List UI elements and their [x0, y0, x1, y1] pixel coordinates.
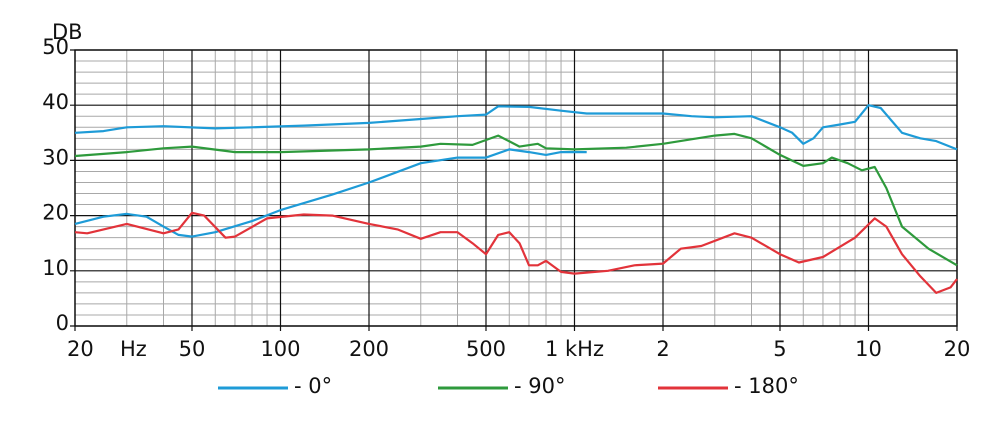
y-tick-label: 20 — [42, 201, 69, 225]
series-line — [74, 104, 958, 238]
x-tick-label: 10 — [855, 337, 882, 361]
x-tick-label: 100 — [260, 337, 300, 361]
x-tick-label: 1 kHz — [545, 337, 604, 361]
legend-label: - 90° — [514, 374, 565, 398]
y-axis-label: DB — [52, 20, 83, 44]
y-tick-label: 50 — [42, 35, 69, 59]
x-tick-label: 5 — [773, 337, 786, 361]
plot-border — [74, 49, 958, 327]
x-axis-unit: Hz — [120, 337, 147, 361]
series-line — [74, 132, 958, 267]
x-tick-label: 50 — [179, 337, 206, 361]
y-tick-label: 0 — [56, 311, 69, 335]
legend-label: - 180° — [734, 374, 799, 398]
y-tick-label: 30 — [42, 145, 69, 169]
x-tick-label: 20 — [67, 337, 94, 361]
x-tick-label: 20 — [944, 337, 971, 361]
x-tick-label: 200 — [349, 337, 389, 361]
legend-label: - 0° — [294, 374, 332, 398]
series-line — [74, 211, 958, 294]
x-tick-label: 500 — [466, 337, 506, 361]
y-tick-label: 40 — [42, 90, 69, 114]
x-tick-label: 2 — [656, 337, 669, 361]
y-tick-label: 10 — [42, 256, 69, 280]
